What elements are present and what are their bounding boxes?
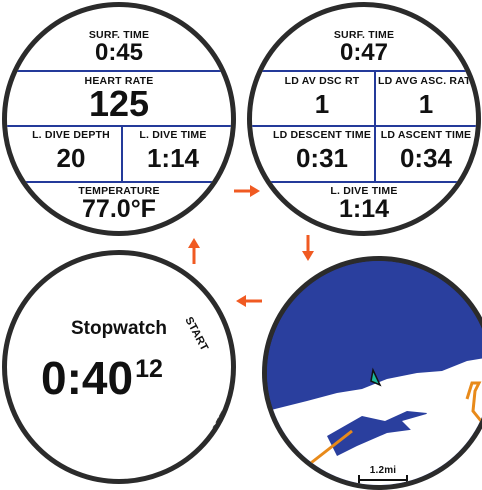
land-channel — [327, 411, 427, 456]
temperature-label: TEMPERATURE — [78, 185, 160, 197]
heart-rate-label: HEART RATE — [84, 75, 154, 87]
divider — [252, 125, 476, 127]
ascent-time-value: 0:34 — [399, 143, 453, 173]
dive-time-label: L. DIVE TIME — [330, 185, 398, 197]
surf-time-value: 0:45 — [94, 39, 144, 66]
stopwatch-title: Stopwatch — [70, 318, 168, 339]
reset-button-label[interactable]: RESET — [203, 409, 232, 449]
dive-time-value: 1:14 — [146, 143, 200, 173]
divider — [121, 125, 123, 181]
map-scale-label: 1.2mi — [363, 465, 403, 476]
divider — [252, 70, 476, 72]
descent-time-value: 0:31 — [295, 143, 349, 173]
dive-time-value: 1:14 — [338, 195, 390, 223]
dive-time-label: L. DIVE TIME — [139, 129, 207, 141]
track-line — [465, 381, 482, 422]
descent-time-label: LD DESCENT TIME — [272, 129, 372, 141]
arrow-down-icon — [302, 235, 314, 261]
dive-depth-label: L. DIVE DEPTH — [32, 129, 110, 141]
track-line — [306, 429, 353, 468]
map-canvas — [267, 261, 482, 485]
land-area — [402, 411, 452, 436]
stopwatch-time-hundredths: 12 — [135, 355, 163, 383]
avg-descent-rate-value: 1 — [314, 89, 330, 119]
temperature-value: 77.0°F — [82, 195, 156, 223]
divider — [7, 125, 231, 127]
watch-screen-dive-data-1: SURF. TIME 0:45 HEART RATE 125 L. DIVE D… — [2, 2, 236, 236]
divider — [252, 181, 476, 183]
stopwatch-time: 0:4012 — [41, 351, 163, 405]
surf-time-label: SURF. TIME — [88, 29, 150, 41]
watch-screen-dive-data-2: SURF. TIME 0:47 LD AV DSC RT 1 LD AVG AS… — [247, 2, 481, 236]
stopwatch-time-main: 0:40 — [41, 352, 134, 404]
watch-screen-stopwatch: Stopwatch 0:4012 START RESET — [2, 250, 236, 484]
ascent-time-label: LD ASCENT TIME — [380, 129, 472, 141]
avg-descent-rate-label: LD AV DSC RT — [284, 75, 360, 87]
heart-rate-value: 125 — [88, 83, 150, 124]
surf-time-value: 0:47 — [339, 39, 389, 66]
avg-ascent-rate-label: LD AVG ASC. RATE — [378, 75, 479, 87]
arrow-up-icon — [188, 238, 200, 264]
surf-time-label: SURF. TIME — [333, 29, 395, 41]
divider — [7, 70, 231, 72]
divider — [7, 181, 231, 183]
dive-depth-value: 20 — [56, 143, 86, 173]
avg-ascent-rate-value: 1 — [418, 89, 434, 119]
watch-screen-map: 1.2mi — [262, 256, 482, 490]
arrow-left-icon — [236, 295, 262, 307]
arrow-right-icon — [234, 185, 260, 197]
position-arrow-icon — [370, 367, 382, 387]
